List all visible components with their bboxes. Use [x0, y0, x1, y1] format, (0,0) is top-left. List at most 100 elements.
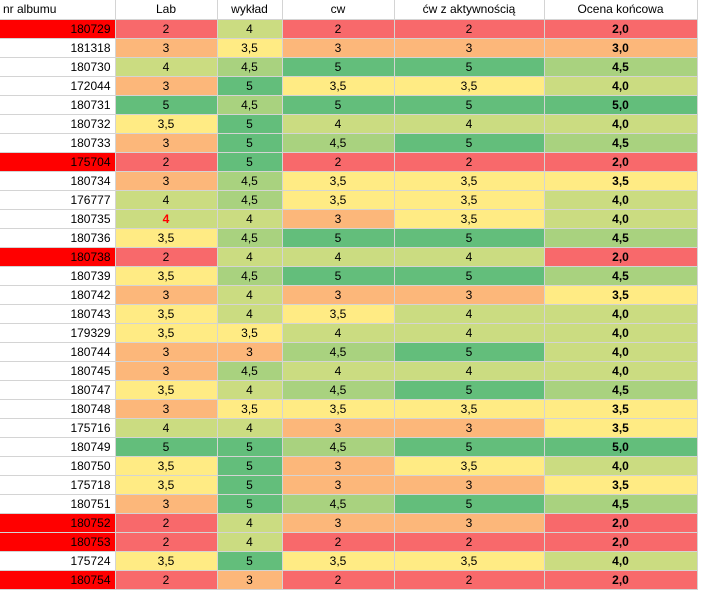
cell-ocena-koncowa[interactable]: 4,0 [544, 114, 698, 134]
cell-cw-z-aktywnoscia[interactable]: 2 [394, 19, 545, 39]
cell-ocena-koncowa[interactable]: 3,5 [544, 285, 698, 305]
column-header-lab[interactable]: Lab [115, 0, 218, 20]
cell-wyklad[interactable]: 4,5 [217, 361, 283, 381]
cell-nr-albumu[interactable]: 181318 [0, 38, 116, 58]
cell-wyklad[interactable]: 5 [217, 152, 283, 172]
cell-wyklad[interactable]: 3 [217, 570, 283, 590]
cell-ocena-koncowa[interactable]: 2,0 [544, 513, 698, 533]
cell-nr-albumu[interactable]: 180749 [0, 437, 116, 457]
cell-ocena-koncowa[interactable]: 2,0 [544, 532, 698, 552]
cell-cw-z-aktywnoscia[interactable]: 4 [394, 304, 545, 324]
cell-cw-z-aktywnoscia[interactable]: 3 [394, 285, 545, 305]
cell-cw-z-aktywnoscia[interactable]: 5 [394, 380, 545, 400]
cell-cw[interactable]: 3,5 [282, 551, 395, 571]
cell-cw-z-aktywnoscia[interactable]: 5 [394, 494, 545, 514]
cell-wyklad[interactable]: 4,5 [217, 190, 283, 210]
cell-cw[interactable]: 3 [282, 285, 395, 305]
cell-nr-albumu[interactable]: 180751 [0, 494, 116, 514]
cell-wyklad[interactable]: 5 [217, 551, 283, 571]
cell-lab[interactable]: 3 [115, 361, 218, 381]
cell-nr-albumu[interactable]: 180731 [0, 95, 116, 115]
column-header-ocena-koncowa[interactable]: Ocena końcowa [544, 0, 698, 20]
cell-cw-z-aktywnoscia[interactable]: 5 [394, 228, 545, 248]
cell-lab[interactable]: 3,5 [115, 266, 218, 286]
cell-ocena-koncowa[interactable]: 4,0 [544, 76, 698, 96]
cell-ocena-koncowa[interactable]: 4,0 [544, 361, 698, 381]
cell-lab[interactable]: 5 [115, 437, 218, 457]
column-header-cw[interactable]: cw [282, 0, 395, 20]
cell-cw-z-aktywnoscia[interactable]: 3,5 [394, 551, 545, 571]
cell-nr-albumu[interactable]: 180738 [0, 247, 116, 267]
cell-ocena-koncowa[interactable]: 4,5 [544, 266, 698, 286]
cell-cw-z-aktywnoscia[interactable]: 5 [394, 437, 545, 457]
cell-cw-z-aktywnoscia[interactable]: 3 [394, 418, 545, 438]
cell-wyklad[interactable]: 5 [217, 494, 283, 514]
cell-cw-z-aktywnoscia[interactable]: 5 [394, 133, 545, 153]
cell-wyklad[interactable]: 4 [217, 285, 283, 305]
cell-ocena-koncowa[interactable]: 4,5 [544, 494, 698, 514]
cell-cw[interactable]: 3 [282, 513, 395, 533]
cell-cw[interactable]: 3,5 [282, 304, 395, 324]
cell-cw-z-aktywnoscia[interactable]: 3 [394, 38, 545, 58]
cell-ocena-koncowa[interactable]: 3,5 [544, 475, 698, 495]
cell-cw-z-aktywnoscia[interactable]: 3 [394, 513, 545, 533]
cell-cw[interactable]: 3 [282, 418, 395, 438]
cell-cw-z-aktywnoscia[interactable]: 4 [394, 323, 545, 343]
cell-lab[interactable]: 4 [115, 190, 218, 210]
cell-nr-albumu[interactable]: 180753 [0, 532, 116, 552]
cell-lab[interactable]: 2 [115, 19, 218, 39]
cell-wyklad[interactable]: 4 [217, 380, 283, 400]
cell-cw[interactable]: 2 [282, 532, 395, 552]
cell-wyklad[interactable]: 4 [217, 304, 283, 324]
cell-cw[interactable]: 3,5 [282, 399, 395, 419]
cell-lab[interactable]: 2 [115, 152, 218, 172]
cell-wyklad[interactable]: 3 [217, 342, 283, 362]
cell-ocena-koncowa[interactable]: 4,0 [544, 209, 698, 229]
cell-cw-z-aktywnoscia[interactable]: 5 [394, 266, 545, 286]
cell-cw[interactable]: 4,5 [282, 342, 395, 362]
cell-lab[interactable]: 3,5 [115, 228, 218, 248]
cell-ocena-koncowa[interactable]: 4,5 [544, 380, 698, 400]
cell-ocena-koncowa[interactable]: 5,0 [544, 95, 698, 115]
cell-nr-albumu[interactable]: 179329 [0, 323, 116, 343]
cell-lab[interactable]: 3 [115, 76, 218, 96]
cell-ocena-koncowa[interactable]: 2,0 [544, 152, 698, 172]
cell-ocena-koncowa[interactable]: 4,0 [544, 323, 698, 343]
cell-lab[interactable]: 3 [115, 342, 218, 362]
cell-lab[interactable]: 3 [115, 285, 218, 305]
cell-lab[interactable]: 3 [115, 133, 218, 153]
cell-wyklad[interactable]: 3,5 [217, 399, 283, 419]
cell-lab[interactable]: 3,5 [115, 551, 218, 571]
cell-ocena-koncowa[interactable]: 4,0 [544, 456, 698, 476]
cell-lab[interactable]: 3 [115, 494, 218, 514]
cell-ocena-koncowa[interactable]: 4,0 [544, 551, 698, 571]
column-header-wyklad[interactable]: wykład [217, 0, 283, 20]
cell-nr-albumu[interactable]: 172044 [0, 76, 116, 96]
cell-lab[interactable]: 3,5 [115, 380, 218, 400]
cell-ocena-koncowa[interactable]: 2,0 [544, 19, 698, 39]
cell-lab[interactable]: 3,5 [115, 304, 218, 324]
cell-cw[interactable]: 5 [282, 95, 395, 115]
cell-lab[interactable]: 5 [115, 95, 218, 115]
cell-cw-z-aktywnoscia[interactable]: 3 [394, 475, 545, 495]
cell-cw[interactable]: 5 [282, 266, 395, 286]
column-header-nr-albumu[interactable]: nr albumu [0, 0, 116, 20]
cell-cw[interactable]: 5 [282, 57, 395, 77]
cell-lab[interactable]: 4 [115, 209, 218, 229]
cell-cw-z-aktywnoscia[interactable]: 3,5 [394, 209, 545, 229]
cell-cw[interactable]: 2 [282, 570, 395, 590]
cell-cw[interactable]: 3 [282, 456, 395, 476]
cell-nr-albumu[interactable]: 180734 [0, 171, 116, 191]
cell-ocena-koncowa[interactable]: 5,0 [544, 437, 698, 457]
cell-wyklad[interactable]: 3,5 [217, 323, 283, 343]
cell-nr-albumu[interactable]: 180745 [0, 361, 116, 381]
cell-wyklad[interactable]: 4,5 [217, 228, 283, 248]
cell-wyklad[interactable]: 4 [217, 209, 283, 229]
cell-cw[interactable]: 4,5 [282, 494, 395, 514]
cell-ocena-koncowa[interactable]: 2,0 [544, 247, 698, 267]
cell-cw-z-aktywnoscia[interactable]: 4 [394, 361, 545, 381]
cell-cw-z-aktywnoscia[interactable]: 4 [394, 114, 545, 134]
cell-lab[interactable]: 2 [115, 247, 218, 267]
cell-ocena-koncowa[interactable]: 4,0 [544, 304, 698, 324]
cell-nr-albumu[interactable]: 180743 [0, 304, 116, 324]
